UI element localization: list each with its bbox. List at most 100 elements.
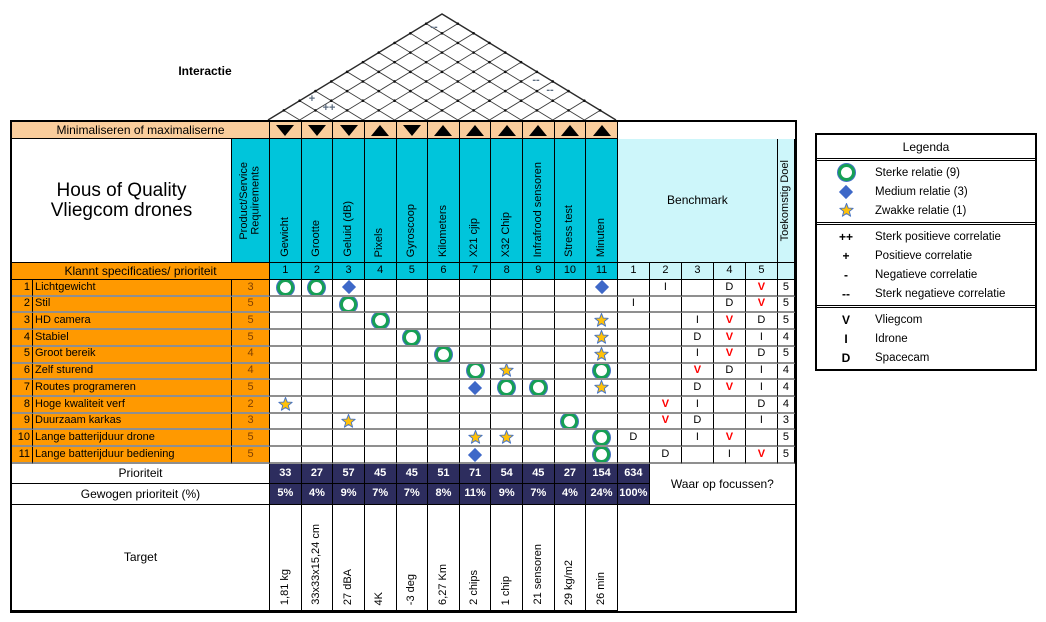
matrix-cell-r10-c7[interactable] [459, 430, 492, 448]
target-value-10[interactable]: 29 kg/m2 [554, 504, 587, 611]
matrix-cell-r3-c10[interactable] [554, 313, 587, 331]
matrix-cell-r1-c11[interactable] [586, 280, 618, 297]
benchmark-cell-r9-b5[interactable]: I [745, 413, 778, 431]
matrix-cell-r8-c6[interactable] [428, 397, 460, 414]
matrix-cell-r4-c5[interactable] [396, 330, 429, 347]
matrix-cell-r2-c10[interactable] [554, 296, 587, 314]
benchmark-cell-r2-b1[interactable]: I [617, 296, 650, 314]
matrix-cell-r2-c11[interactable] [586, 296, 618, 314]
matrix-cell-r5-c1[interactable] [270, 346, 302, 364]
matrix-cell-r9-c3[interactable] [333, 413, 365, 431]
matrix-cell-r7-c9[interactable] [523, 380, 555, 398]
matrix-cell-r6-c5[interactable] [396, 363, 429, 381]
matrix-cell-r7-c11[interactable] [586, 380, 618, 398]
matrix-cell-r2-c5[interactable] [396, 296, 429, 314]
benchmark-cell-r2-b5[interactable]: V [745, 296, 778, 314]
benchmark-cell-r7-b4[interactable]: V [713, 380, 746, 398]
matrix-cell-r6-c10[interactable] [554, 363, 587, 381]
matrix-cell-r8-c3[interactable] [333, 397, 365, 414]
benchmark-cell-r5-b1[interactable] [617, 346, 650, 364]
benchmark-cell-r11-b1[interactable] [617, 447, 650, 464]
benchmark-cell-r1-b5[interactable]: V [745, 280, 778, 297]
target-value-5[interactable]: -3 deg [396, 504, 429, 611]
matrix-cell-r5-c6[interactable] [428, 346, 460, 364]
benchmark-cell-r2-b2[interactable] [649, 296, 682, 314]
matrix-cell-r1-c1[interactable] [270, 280, 302, 297]
benchmark-cell-r11-b5[interactable]: V [745, 447, 778, 464]
benchmark-cell-r4-b5[interactable]: I [745, 330, 778, 347]
benchmark-cell-r3-b1[interactable] [617, 313, 650, 331]
matrix-cell-r8-c2[interactable] [301, 397, 334, 414]
matrix-cell-r7-c2[interactable] [301, 380, 334, 398]
matrix-cell-r5-c2[interactable] [301, 346, 334, 364]
matrix-cell-r7-c10[interactable] [554, 380, 587, 398]
matrix-cell-r5-c8[interactable] [491, 346, 523, 364]
matrix-cell-r4-c9[interactable] [523, 330, 555, 347]
doel-cell-r2[interactable]: 5 [777, 296, 795, 314]
matrix-cell-r1-c3[interactable] [333, 280, 365, 297]
doel-cell-r1[interactable]: 5 [777, 280, 795, 297]
benchmark-cell-r10-b4[interactable]: V [713, 430, 746, 448]
matrix-cell-r8-c7[interactable] [459, 397, 492, 414]
matrix-cell-r11-c2[interactable] [301, 447, 334, 464]
matrix-cell-r6-c9[interactable] [523, 363, 555, 381]
matrix-cell-r6-c4[interactable] [364, 363, 397, 381]
target-value-7[interactable]: 2 chips [459, 504, 492, 611]
matrix-cell-r8-c10[interactable] [554, 397, 587, 414]
matrix-cell-r2-c4[interactable] [364, 296, 397, 314]
benchmark-cell-r8-b4[interactable] [713, 397, 746, 414]
matrix-cell-r7-c1[interactable] [270, 380, 302, 398]
matrix-cell-r5-c7[interactable] [459, 346, 492, 364]
benchmark-cell-r10-b1[interactable]: D [617, 430, 650, 448]
target-value-2[interactable]: 33x33x15,24 cm [301, 504, 334, 611]
doel-cell-r4[interactable]: 4 [777, 330, 795, 347]
matrix-cell-r4-c2[interactable] [301, 330, 334, 347]
matrix-cell-r9-c9[interactable] [523, 413, 555, 431]
matrix-cell-r1-c10[interactable] [554, 280, 587, 297]
benchmark-cell-r3-b2[interactable] [649, 313, 682, 331]
matrix-cell-r2-c1[interactable] [270, 296, 302, 314]
matrix-cell-r3-c5[interactable] [396, 313, 429, 331]
matrix-cell-r9-c8[interactable] [491, 413, 523, 431]
matrix-cell-r8-c1[interactable] [270, 397, 302, 414]
matrix-cell-r6-c6[interactable] [428, 363, 460, 381]
benchmark-cell-r3-b5[interactable]: D [745, 313, 778, 331]
doel-cell-r11[interactable]: 5 [777, 447, 795, 464]
matrix-cell-r4-c6[interactable] [428, 330, 460, 347]
target-value-3[interactable]: 27 dBA [333, 504, 365, 611]
matrix-cell-r4-c4[interactable] [364, 330, 397, 347]
matrix-cell-r1-c8[interactable] [491, 280, 523, 297]
matrix-cell-r11-c7[interactable] [459, 447, 492, 464]
benchmark-cell-r5-b4[interactable]: V [713, 346, 746, 364]
benchmark-cell-r3-b4[interactable]: V [713, 313, 746, 331]
matrix-cell-r8-c4[interactable] [364, 397, 397, 414]
matrix-cell-r11-c8[interactable] [491, 447, 523, 464]
benchmark-cell-r6-b2[interactable] [649, 363, 682, 381]
matrix-cell-r7-c6[interactable] [428, 380, 460, 398]
matrix-cell-r7-c3[interactable] [333, 380, 365, 398]
matrix-cell-r5-c9[interactable] [523, 346, 555, 364]
matrix-cell-r10-c4[interactable] [364, 430, 397, 448]
matrix-cell-r3-c8[interactable] [491, 313, 523, 331]
matrix-cell-r2-c9[interactable] [523, 296, 555, 314]
benchmark-cell-r7-b2[interactable] [649, 380, 682, 398]
benchmark-cell-r6-b3[interactable]: V [681, 363, 714, 381]
matrix-cell-r11-c6[interactable] [428, 447, 460, 464]
matrix-cell-r3-c11[interactable] [586, 313, 618, 331]
matrix-cell-r8-c9[interactable] [523, 397, 555, 414]
doel-cell-r7[interactable]: 4 [777, 380, 795, 398]
matrix-cell-r6-c7[interactable] [459, 363, 492, 381]
matrix-cell-r3-c2[interactable] [301, 313, 334, 331]
matrix-cell-r1-c7[interactable] [459, 280, 492, 297]
matrix-cell-r1-c9[interactable] [523, 280, 555, 297]
matrix-cell-r4-c8[interactable] [491, 330, 523, 347]
matrix-cell-r5-c3[interactable] [333, 346, 365, 364]
matrix-cell-r11-c5[interactable] [396, 447, 429, 464]
matrix-cell-r4-c10[interactable] [554, 330, 587, 347]
benchmark-cell-r4-b1[interactable] [617, 330, 650, 347]
benchmark-cell-r2-b4[interactable]: D [713, 296, 746, 314]
matrix-cell-r8-c5[interactable] [396, 397, 429, 414]
benchmark-cell-r4-b2[interactable] [649, 330, 682, 347]
benchmark-cell-r5-b5[interactable]: D [745, 346, 778, 364]
target-value-1[interactable]: 1,81 kg [270, 504, 302, 611]
